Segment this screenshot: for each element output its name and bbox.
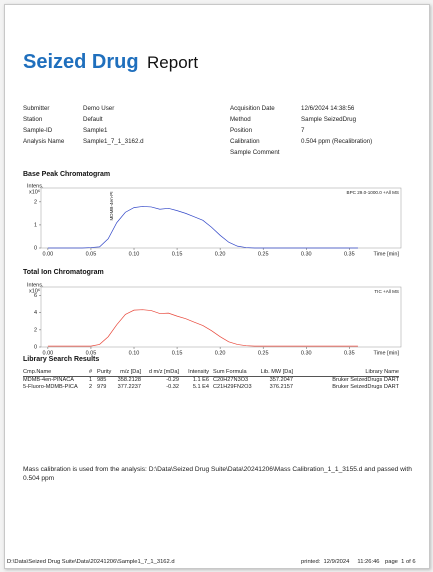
info-value: Default xyxy=(83,116,103,123)
x-tick-label: 0.05 xyxy=(86,350,97,356)
table-header: m/z [Da] xyxy=(120,369,141,375)
plot-frame xyxy=(40,286,402,348)
footer-printed: printed: 12/9/2024 11:26:46 xyxy=(301,559,380,565)
table-cell: 357.2047 xyxy=(269,377,293,383)
info-label: Analysis Name xyxy=(23,138,65,145)
x-tick-label: 0.25 xyxy=(258,251,269,257)
x-tick-label: 0.05 xyxy=(86,251,97,257)
x-tick-label: 0.10 xyxy=(129,251,140,257)
y-unit: x10⁶ xyxy=(29,287,40,294)
footer-path: D:\Data\Seized Drug Suite\Data\20241206\… xyxy=(7,559,175,565)
table-header: Intensity xyxy=(188,369,209,375)
y-tick-label: 2 xyxy=(34,327,37,333)
table-cell: Bruker SeizedDrugs DART xyxy=(332,383,399,390)
peak-label: MDMB-4en-PI xyxy=(109,191,114,220)
x-tick-label: 0.10 xyxy=(129,350,140,356)
table-cell: 358.2128 xyxy=(117,377,141,383)
y-unit: x10⁶ xyxy=(29,188,40,195)
y-tick-label: 4 xyxy=(34,310,37,316)
table-cell: Bruker SeizedDrugs DART xyxy=(332,377,399,383)
y-axis-label: Intens. xyxy=(27,282,44,288)
y-tick-label: 1 xyxy=(34,222,37,228)
annotation: TIC +All MS xyxy=(374,289,399,294)
info-value: 0.504 ppm (Recalibration) xyxy=(301,138,373,145)
title-sub: Report xyxy=(147,53,199,72)
x-tick-label: 0.20 xyxy=(215,251,226,257)
x-axis-label: Time [min] xyxy=(374,251,400,257)
table-cell: 2 xyxy=(89,383,93,390)
info-value: Sample1 xyxy=(83,127,108,134)
table-cell: MDMB-4en-PINACA xyxy=(23,377,74,383)
calibration-note: Mass calibration is used from the analys… xyxy=(23,466,412,482)
table-header: Library Name xyxy=(365,369,399,375)
table-cell: -0.32 xyxy=(166,383,179,390)
table-header: Sum Formula xyxy=(213,369,247,375)
info-value: 7 xyxy=(301,127,305,134)
x-tick-label: 0.35 xyxy=(344,350,355,356)
info-label: Position xyxy=(230,127,253,134)
x-tick-label: 0.15 xyxy=(172,350,183,356)
table-cell: 1.1 E6 xyxy=(192,377,209,383)
chart-title: Base Peak Chromatogram xyxy=(23,171,111,178)
info-label: Acquisition Date xyxy=(230,105,275,112)
info-value: Demo User xyxy=(83,105,115,112)
y-axis-label: Intens. xyxy=(27,183,44,189)
table-cell: 979 xyxy=(97,383,107,390)
info-label: Sample-ID xyxy=(23,127,53,134)
x-tick-label: 0.30 xyxy=(301,251,312,257)
x-tick-label: 0.30 xyxy=(301,350,312,356)
charts: Intens.x10⁶ BPC 29.0-1000.0 +All MS0120.0… xyxy=(27,183,402,356)
table-cell: 1 xyxy=(89,377,93,383)
info-value: Sample SeizedDrug xyxy=(301,116,357,123)
info-label: Calibration xyxy=(230,138,260,145)
y-tick-label: 2 xyxy=(34,199,37,205)
annotation: BPC 29.0-1000.0 +All MS xyxy=(347,190,399,195)
title-row: Seized Drug Report xyxy=(23,51,198,74)
table-cell: 985 xyxy=(97,377,107,383)
table-header: Purity xyxy=(97,369,112,375)
y-tick-label: 0 xyxy=(34,344,37,350)
chart-title: Total Ion Chromatogram xyxy=(23,269,104,276)
x-tick-label: 0.35 xyxy=(344,251,355,257)
y-tick-label: 6 xyxy=(34,293,37,299)
footer-page: page 1 of 6 xyxy=(385,559,416,565)
table-rule xyxy=(23,376,399,377)
chromatogram-line xyxy=(47,206,358,249)
table-header: d m/z [mDa] xyxy=(148,369,179,375)
table-cell: C20H27N3O3 xyxy=(213,377,249,383)
x-tick-label: 0.00 xyxy=(43,251,54,257)
plot-frame xyxy=(40,187,402,249)
title-main: Seized Drug xyxy=(23,51,139,73)
table-cell: 376.2157 xyxy=(269,383,293,390)
x-tick-label: 0.00 xyxy=(43,350,54,356)
x-tick-label: 0.20 xyxy=(215,350,226,356)
table-header: # xyxy=(89,369,93,375)
table-cell: -0.29 xyxy=(166,377,179,383)
library-title: Library Search Results xyxy=(23,356,100,363)
info-label: Method xyxy=(230,116,251,123)
table-cell: 5.1 E4 xyxy=(192,383,209,390)
x-tick-label: 0.25 xyxy=(258,350,269,356)
info-label: Station xyxy=(23,116,43,123)
table-cell: C21H29FN2O3 xyxy=(213,383,252,390)
report-page: Seized Drug Report Intens. x10⁶ BPC 29.0-1… xyxy=(4,4,430,569)
table-cell: 5-Fluoro-MDMB-PICA xyxy=(23,383,78,390)
table-header: Lib. MW [Da] xyxy=(260,369,293,375)
table-cell: 377.2237 xyxy=(117,383,141,390)
y-tick-label: 0 xyxy=(34,245,37,251)
info-value: Sample1_7_1_3162.d xyxy=(83,138,144,145)
x-axis-label: Time [min] xyxy=(374,350,400,356)
info-value: 12/6/2024 14:38:56 xyxy=(301,105,355,112)
table-header: Cmp.Name xyxy=(23,369,52,375)
info-label: Submitter xyxy=(23,105,50,112)
chromatogram-line xyxy=(47,309,358,347)
info-label: Sample Comment xyxy=(230,149,280,156)
x-tick-label: 0.15 xyxy=(172,251,183,257)
